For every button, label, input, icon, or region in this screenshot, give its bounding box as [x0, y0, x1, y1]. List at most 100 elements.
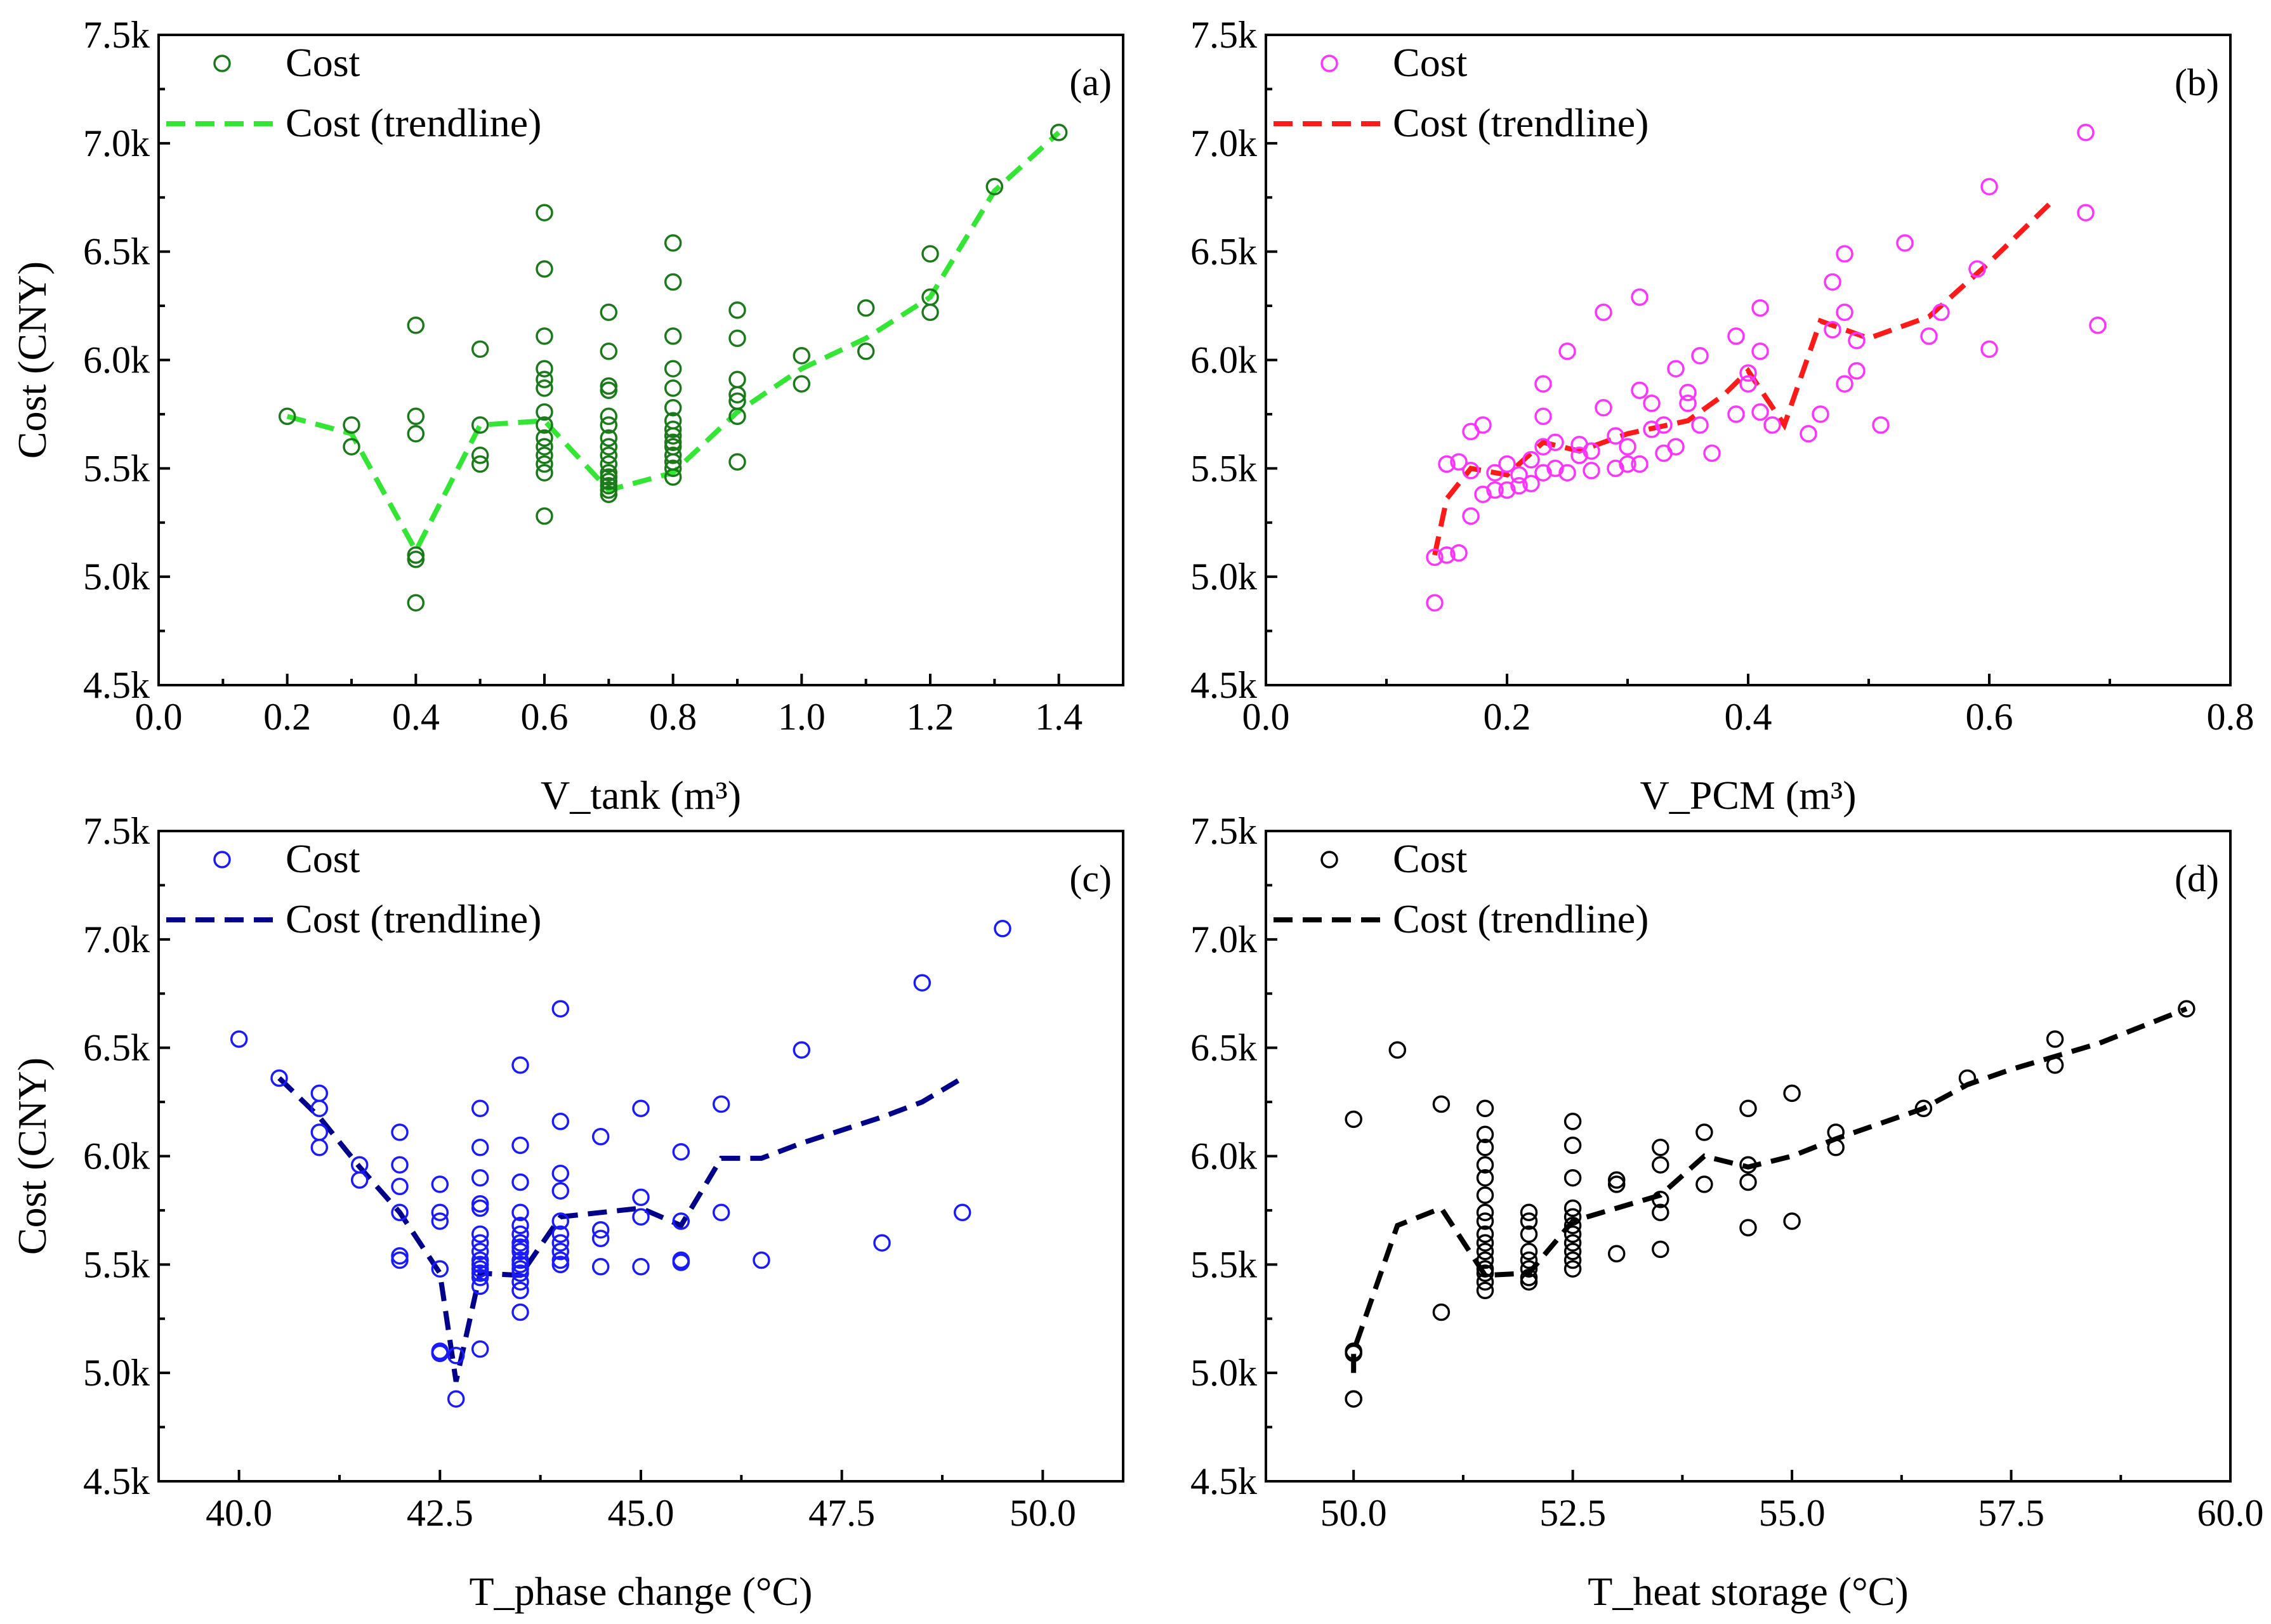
scatter-point: [407, 546, 425, 564]
scatter-point: [511, 1203, 529, 1222]
y-tick-label: 7.5k: [1190, 14, 1257, 56]
scatter-point: [471, 1199, 489, 1217]
scatter-point: [551, 1000, 570, 1018]
y-tick-label: 6.5k: [1190, 231, 1257, 273]
scatter-point: [728, 386, 746, 403]
scatter-point: [600, 447, 618, 464]
scatter-point: [1450, 453, 1468, 471]
x-tick-label: 50.0: [1320, 1492, 1387, 1534]
panel-label: (b): [2175, 62, 2219, 103]
scatter-point: [600, 481, 618, 499]
scatter-point: [913, 974, 931, 992]
scatter-point: [511, 1225, 529, 1243]
scatter-point: [471, 1251, 489, 1269]
scatter-point: [536, 360, 553, 377]
scatter-point: [1631, 381, 1649, 400]
scatter-point: [536, 403, 553, 421]
scatter-point: [1476, 1273, 1494, 1291]
scatter-point: [1476, 1156, 1494, 1174]
scatter-point: [857, 343, 875, 360]
scatter-point: [1563, 1225, 1582, 1243]
scatter-point: [672, 1212, 690, 1230]
scatter-point: [551, 1234, 570, 1252]
scatter-point: [1474, 485, 1492, 504]
scatter-point: [1739, 375, 1757, 393]
scatter-point: [1751, 299, 1769, 317]
scatter-point: [431, 1344, 449, 1363]
scatter-point: [536, 370, 553, 389]
scatter-point: [1958, 1069, 1977, 1087]
scatter-point: [1462, 507, 1480, 525]
scatter-point: [1345, 1110, 1362, 1129]
scatter-point: [712, 1203, 730, 1222]
scatter-point: [407, 424, 425, 443]
scatter-point: [1836, 375, 1853, 393]
scatter-point: [407, 407, 425, 426]
scatter-point: [350, 1171, 369, 1189]
x-tick-label: 57.5: [1978, 1492, 2044, 1534]
scatter-point: [1595, 303, 1612, 322]
x-tick-label: 0.2: [1484, 696, 1531, 738]
x-tick-label: 0.6: [521, 696, 569, 738]
scatter-point: [230, 1030, 248, 1048]
y-tick-label: 5.5k: [83, 1243, 150, 1285]
scatter-point: [1476, 1281, 1494, 1300]
scatter-point: [391, 1247, 409, 1265]
panel-label: (d): [2175, 858, 2219, 900]
scatter-point: [1426, 548, 1444, 566]
y-tick-label: 7.0k: [83, 122, 150, 164]
scatter-point: [551, 1251, 570, 1269]
scatter-point: [1703, 444, 1721, 462]
scatter-point: [1968, 260, 1986, 278]
legend-label-cost: Cost: [1393, 40, 1468, 85]
scatter-point: [1563, 1169, 1582, 1187]
y-tick-label: 6.0k: [83, 339, 150, 381]
scatter-point: [278, 407, 296, 426]
scatter-point: [270, 1069, 288, 1087]
scatter-point: [591, 1128, 610, 1146]
y-axis-title: Cost (CNY): [10, 1058, 55, 1255]
scatter-point: [600, 303, 618, 322]
scatter-point: [1607, 1175, 1626, 1193]
scatter-point: [600, 473, 618, 490]
scatter-point: [1462, 462, 1480, 480]
y-tick-label: 5.5k: [83, 447, 150, 489]
x-tick-label: 0.8: [649, 696, 697, 738]
scatter-point: [536, 416, 553, 434]
scatter-point: [1607, 1245, 1626, 1263]
scatter-point: [1520, 1251, 1538, 1269]
scatter-point: [728, 453, 746, 471]
scatter-point: [1563, 1260, 1582, 1278]
y-tick-label: 6.5k: [83, 231, 150, 273]
scatter-point: [1432, 1303, 1451, 1321]
scatter-point: [536, 438, 553, 455]
scatter-point: [1727, 327, 1745, 345]
scatter-point: [1498, 455, 1516, 473]
scatter-point: [664, 459, 682, 478]
scatter-point: [2089, 317, 2107, 334]
scatter-point: [511, 1255, 529, 1274]
scatter-point: [1563, 1243, 1582, 1261]
scatter-point: [471, 1269, 489, 1287]
scatter-point: [310, 1139, 329, 1156]
scatter-point: [591, 1229, 610, 1248]
scatter-point: [391, 1251, 409, 1269]
x-axis-title: T_heat storage (°C): [1588, 1569, 1908, 1614]
scatter-point: [1652, 1240, 1669, 1259]
scatter-point: [1932, 303, 1950, 322]
scatter-point: [1824, 273, 1841, 291]
scatter-point: [1848, 362, 1866, 380]
scatter-point: [536, 447, 553, 464]
scatter-point: [664, 433, 682, 452]
scatter-point: [511, 1238, 529, 1256]
scatter-point: [1432, 1095, 1451, 1113]
scatter-point: [310, 1099, 329, 1118]
scatter-point: [1476, 1169, 1494, 1187]
x-tick-label: 1.0: [778, 696, 826, 738]
scatter-point: [1546, 459, 1564, 478]
scatter-point: [2046, 1030, 2064, 1048]
scatter-point: [536, 455, 553, 473]
scatter-point: [536, 464, 553, 481]
scatter-point: [1631, 455, 1649, 473]
legend-label-cost: Cost: [1393, 836, 1468, 881]
